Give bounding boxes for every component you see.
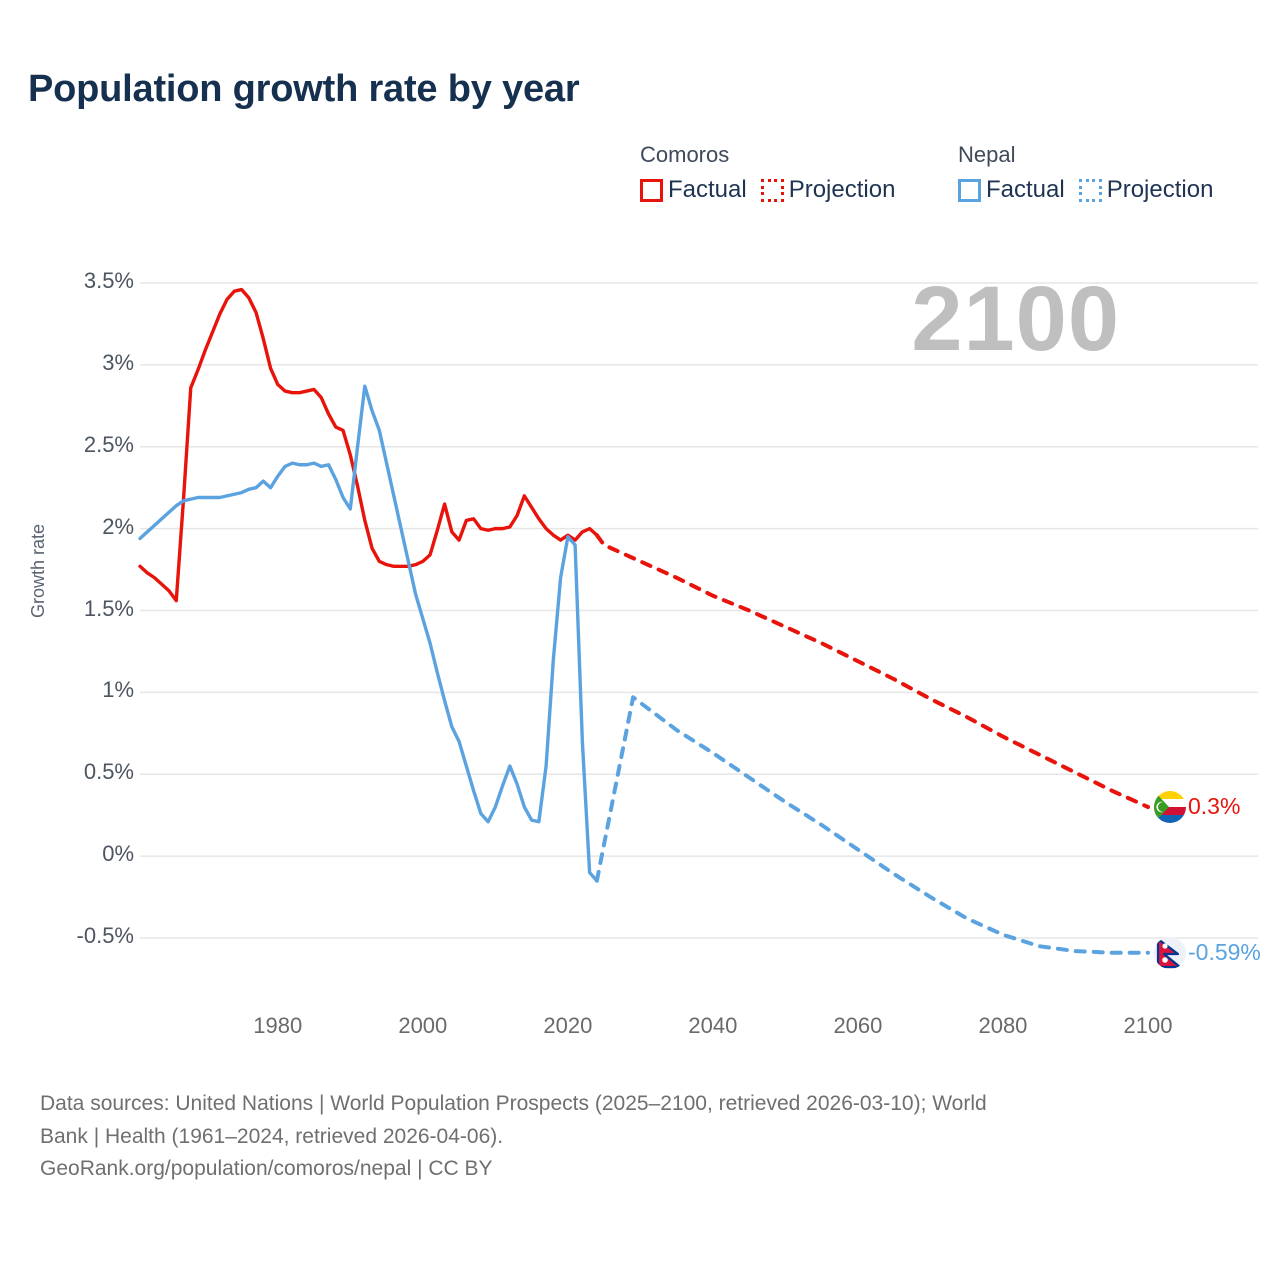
nepal-flag-icon	[1154, 936, 1186, 969]
legend-country-comoros: Comoros	[640, 142, 730, 167]
footer-line-3: GeoRank.org/population/comoros/nepal | C…	[40, 1157, 493, 1181]
x-tick-label: 1980	[253, 1013, 303, 1038]
comoros-end-label: 0.3%	[1188, 793, 1241, 819]
legend-label-nepal-projection: Projection	[1106, 176, 1214, 203]
x-tick-label: 2080	[978, 1013, 1028, 1038]
series-line	[594, 533, 1150, 809]
footer-line-2: Bank | Health (1961–2024, retrieved 2026…	[40, 1124, 504, 1148]
legend-label-nepal-factual: Factual	[986, 176, 1065, 203]
series-line	[594, 695, 1150, 955]
legend-item-nepal-factual[interactable]: Factual	[958, 176, 1065, 204]
y-tick-label: -0.5%	[76, 923, 134, 948]
chart-legend: Comoros Factual Projection Nepal Factual	[640, 142, 1260, 222]
y-tick-label: 1%	[102, 677, 134, 703]
y-tick-label: 2%	[102, 513, 134, 539]
page-title: Population growth rate by year	[28, 68, 580, 110]
legend-item-nepal-projection[interactable]: Projection	[1078, 176, 1214, 204]
x-tick-label: 2060	[833, 1013, 883, 1038]
y-tick-label: 2.5%	[83, 431, 134, 457]
y-tick-label: 0%	[102, 841, 134, 867]
gridlines	[140, 282, 1258, 939]
legend-label-comoros-factual: Factual	[668, 176, 747, 203]
x-axis-tick-labels: 1980 2000 2020 2040 2060 2080 2100	[0, 1013, 1280, 1043]
y-tick-label: 0.5%	[83, 759, 134, 785]
nepal-end-label: -0.59%	[1188, 938, 1261, 965]
series-line	[138, 287, 599, 603]
legend-swatch-dotted-icon	[760, 178, 784, 202]
x-tick-label: 2100	[1123, 1013, 1173, 1038]
footer-sources: Data sources: United Nations | World Pop…	[40, 1088, 1250, 1186]
legend-swatch-solid-icon	[640, 178, 663, 202]
legend-swatch-dotted-icon	[1078, 178, 1102, 202]
legend-group-comoros: Comoros Factual Projection	[640, 142, 909, 204]
legend-group-nepal: Nepal Factual Projection	[958, 142, 1227, 204]
y-tick-label: 3.5%	[83, 268, 134, 293]
y-axis-tick-labels: 3.5% 3% 2.5% 2% 1.5% 1% 0.5% 0% -0.5%	[0, 0, 134, 1280]
series-paths	[138, 287, 1150, 955]
x-tick-label: 2040	[688, 1013, 738, 1038]
y-tick-label: 3%	[102, 349, 134, 375]
comoros-flag-icon	[1154, 791, 1186, 823]
series-line	[138, 384, 599, 883]
x-tick-label: 2000	[398, 1013, 448, 1038]
x-tick-label: 2020	[543, 1013, 593, 1038]
year-watermark: 2100	[911, 268, 1120, 370]
legend-item-comoros-projection[interactable]: Projection	[760, 176, 896, 204]
legend-country-nepal: Nepal	[958, 142, 1016, 167]
legend-label-comoros-projection: Projection	[788, 176, 896, 203]
y-tick-label: 1.5%	[83, 595, 134, 621]
footer-line-1: Data sources: United Nations | World Pop…	[40, 1092, 987, 1115]
legend-item-comoros-factual[interactable]: Factual	[640, 176, 747, 204]
legend-swatch-solid-icon	[958, 178, 981, 202]
